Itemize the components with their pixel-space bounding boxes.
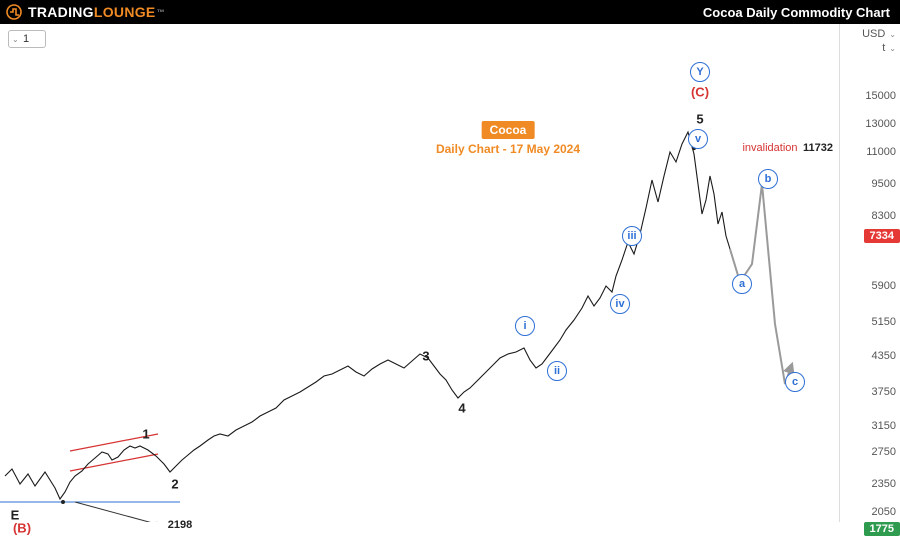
plot-area[interactable]: ⌄ 1 [0, 24, 840, 522]
wave-circle-a: a [732, 274, 752, 294]
y-tick: 3150 [872, 420, 896, 432]
y-tick: 2350 [872, 478, 896, 490]
y-tick: 2750 [872, 446, 896, 458]
invalidation-label: invalidation [742, 142, 797, 154]
brand-logo: TRADINGLOUNGE™ [6, 4, 165, 20]
wave-circle-Y: Y [690, 62, 710, 82]
chart-title-badge: Cocoa [482, 121, 535, 139]
y-tick: 3750 [872, 386, 896, 398]
wave-circle-v: v [688, 129, 708, 149]
wave-circle-i: i [515, 316, 535, 336]
wave-label-5: 5 [696, 112, 703, 127]
y-axis-unit-usd[interactable]: USD ⌄ [862, 28, 896, 40]
wave-label-B: (B) [13, 521, 31, 536]
y-axis-bottom-highlight: 1775 [864, 522, 900, 536]
wave-label-1: 1 [142, 427, 149, 442]
wave-label-C: (C) [691, 85, 709, 100]
wave-circle-iv: iv [610, 294, 630, 314]
y-axis-unit-sub: t [882, 42, 885, 54]
timeframe-value: 1 [23, 33, 29, 45]
y-axis: USD ⌄ t ⌄ 15000 13000 11000 9500 8300 5900 515… [839, 24, 900, 522]
wave-circle-b: b [758, 169, 778, 189]
brand-name-1: TRADING [28, 4, 94, 20]
y-tick: 13000 [865, 118, 896, 130]
header-bar: TRADINGLOUNGE™ Cocoa Daily Commodity Cha… [0, 0, 900, 24]
y-axis-price-highlight: 7334 [864, 229, 900, 243]
y-tick: 11000 [866, 146, 896, 158]
wave-label-3: 3 [422, 349, 429, 364]
y-tick: 15000 [865, 90, 896, 102]
chevron-down-icon: ⌄ [889, 44, 896, 53]
y-axis-unit-t[interactable]: t ⌄ [882, 42, 896, 54]
chart-container: ⌄ 1 [0, 24, 900, 522]
chevron-down-icon: ⌄ [12, 35, 19, 44]
brand-tm: ™ [157, 8, 165, 17]
wave-circle-c: c [785, 372, 805, 392]
y-tick: 4350 [872, 350, 896, 362]
chart-overlay-svg [0, 24, 840, 522]
chevron-down-icon: ⌄ [889, 30, 896, 39]
brand-name-2: LOUNGE [94, 4, 156, 20]
chart-subtitle: Daily Chart - 17 May 2024 [436, 142, 580, 156]
label-2198: 2198 [168, 519, 192, 531]
wave-label-4: 4 [458, 401, 465, 416]
timeframe-selector[interactable]: ⌄ 1 [8, 30, 46, 48]
y-tick: 5900 [872, 280, 896, 292]
y-tick: 9500 [872, 178, 896, 190]
y-axis-unit-label: USD [862, 28, 885, 40]
brand-logo-icon [6, 4, 22, 20]
y-tick: 5150 [872, 316, 896, 328]
wave-label-2: 2 [171, 477, 178, 492]
invalidation-value: 11732 [803, 142, 833, 154]
y-tick: 8300 [872, 210, 896, 222]
header-title: Cocoa Daily Commodity Chart [703, 5, 890, 20]
wave-circle-iii: iii [622, 226, 642, 246]
wave-circle-ii: ii [547, 361, 567, 381]
y-tick: 2050 [872, 506, 896, 518]
